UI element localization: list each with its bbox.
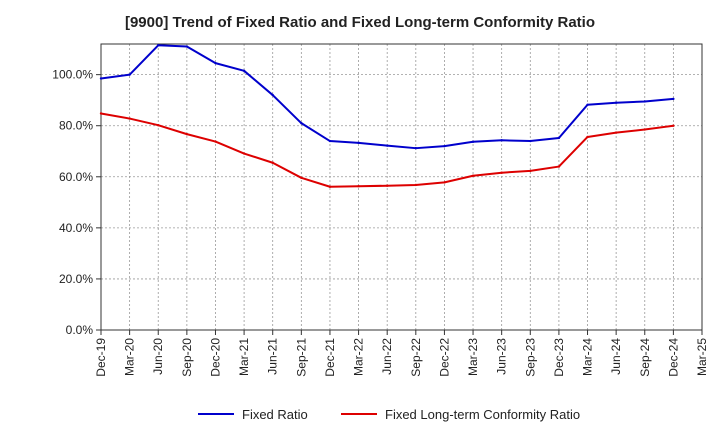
y-tick-label: 40.0% <box>59 221 93 235</box>
x-tick-label: Dec-22 <box>437 338 451 377</box>
series-2-point <box>643 128 646 131</box>
series-2-point <box>300 176 303 180</box>
series-2-point <box>328 185 332 188</box>
series-2-point <box>185 132 189 136</box>
legend-label-1: Fixed Ratio <box>242 407 308 422</box>
series-1-point <box>300 121 303 125</box>
series-1-point <box>157 44 160 47</box>
series-1-point <box>443 144 446 148</box>
series-2-point <box>529 169 532 173</box>
series-2-point <box>99 112 103 115</box>
series-1-point <box>557 136 561 140</box>
series-1-point <box>414 146 418 150</box>
series-1-point <box>328 139 332 143</box>
x-tick-label: Jun-21 <box>266 338 280 375</box>
x-tick-label: Dec-20 <box>208 338 222 377</box>
series-1-point <box>500 139 503 142</box>
y-tick-label: 100.0% <box>52 68 93 82</box>
x-tick-label: Mar-21 <box>237 338 251 376</box>
series-2-point <box>128 117 131 120</box>
x-tick-label: Sep-23 <box>523 338 537 377</box>
series-1-point <box>385 144 389 147</box>
series-2-point <box>614 131 618 134</box>
series-2-point <box>242 152 246 155</box>
series-1-point <box>99 77 103 80</box>
x-tick-label: Jun-20 <box>151 338 165 375</box>
y-tick-label: 80.0% <box>59 119 93 133</box>
series-1-point <box>357 141 360 145</box>
x-tick-label: Sep-24 <box>638 338 652 377</box>
series-1-point <box>614 101 618 104</box>
series-1-point <box>128 73 131 76</box>
x-tick-label: Mar-20 <box>123 338 137 376</box>
series-2-point <box>586 135 589 139</box>
series-2-point <box>414 183 418 187</box>
x-tick-label: Dec-23 <box>552 338 566 377</box>
series-2-point <box>672 124 675 127</box>
series-1-point <box>214 61 217 65</box>
series-1-point <box>185 45 189 48</box>
x-tick-label: Dec-19 <box>94 338 108 377</box>
x-tick-label: Dec-24 <box>666 338 680 377</box>
y-tick-label: 0.0% <box>66 323 94 337</box>
series-1-point <box>529 139 532 143</box>
x-tick-label: Jun-22 <box>380 338 394 375</box>
series-1-point <box>672 97 675 101</box>
x-tick-label: Jun-23 <box>495 338 509 375</box>
x-tick-label: Mar-24 <box>581 338 595 376</box>
chart-title: [9900] Trend of Fixed Ratio and Fixed Lo… <box>124 14 596 31</box>
x-tick-label: Sep-20 <box>180 338 194 377</box>
series-1-point <box>242 69 246 73</box>
series-2-point <box>443 181 446 184</box>
x-tick-label: Mar-25 <box>695 338 709 376</box>
series-2-point <box>271 161 274 164</box>
x-tick-label: Mar-22 <box>352 338 366 376</box>
series-1-point <box>586 103 589 106</box>
series-2-point <box>471 174 475 177</box>
series-2-point <box>500 171 503 174</box>
series-1-point <box>643 100 646 103</box>
plot-frame <box>100 43 703 331</box>
series-2-point <box>385 184 389 187</box>
x-tick-label: Sep-21 <box>294 338 308 377</box>
series-1-point <box>271 93 274 97</box>
series-2-point <box>157 124 160 127</box>
series-2-point <box>357 185 360 188</box>
series-2-point <box>557 165 561 168</box>
y-tick-label: 20.0% <box>59 272 93 286</box>
x-tick-label: Mar-23 <box>466 338 480 376</box>
series-2-point <box>214 140 217 143</box>
legend-label-2: Fixed Long-term Conformity Ratio <box>385 407 580 422</box>
y-tick-label: 60.0% <box>59 170 93 184</box>
x-tick-label: Sep-22 <box>409 338 423 377</box>
x-tick-label: Dec-21 <box>323 338 337 377</box>
x-tick-label: Jun-24 <box>609 338 623 375</box>
series-1-point <box>471 140 475 144</box>
